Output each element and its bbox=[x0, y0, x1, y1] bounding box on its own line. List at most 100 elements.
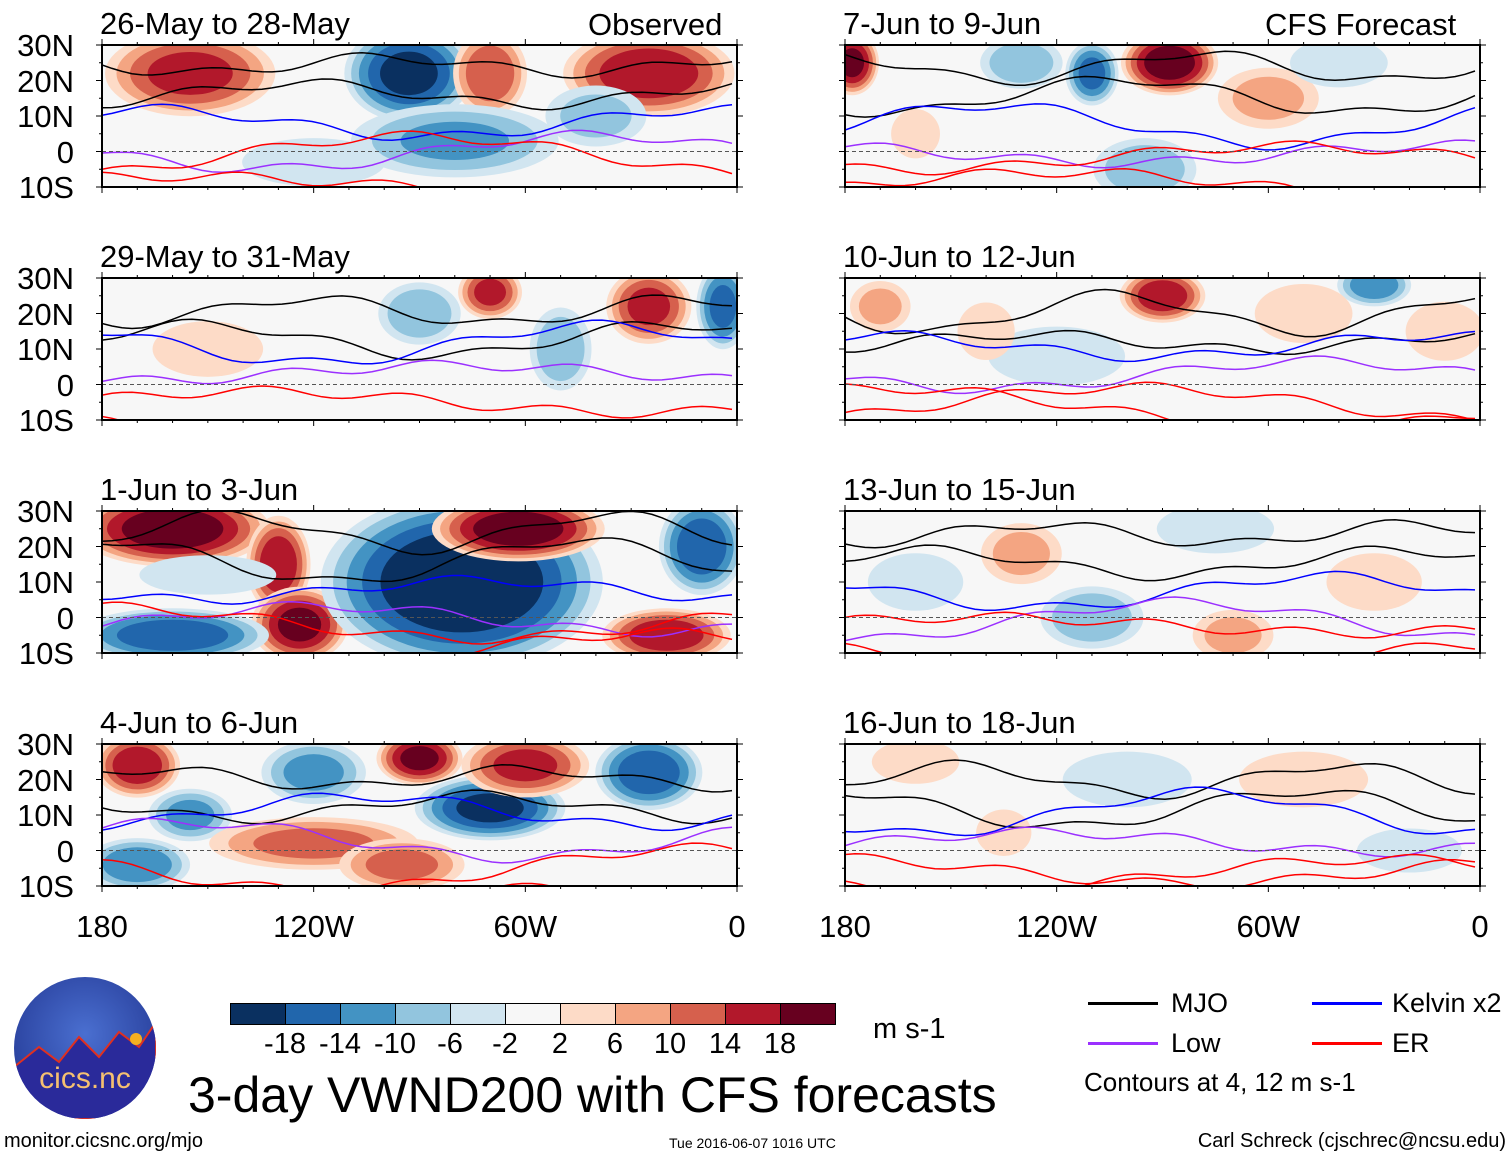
anomaly-blob bbox=[112, 746, 163, 784]
contour-line bbox=[102, 103, 733, 141]
legend-mjo-line bbox=[1088, 1002, 1158, 1005]
contour-line bbox=[102, 792, 733, 832]
panel-title: 29-May to 31-May bbox=[100, 239, 350, 274]
lat-label: 20N bbox=[17, 529, 74, 565]
lat-label: 10S bbox=[18, 636, 74, 671]
colorbar-swatch bbox=[450, 1003, 506, 1025]
colorbar-units: m s-1 bbox=[873, 1013, 946, 1045]
colorbar-tick: -18 bbox=[264, 1028, 306, 1060]
map-panel bbox=[96, 738, 743, 892]
contour-line bbox=[845, 168, 1298, 187]
colorbar-tick: -14 bbox=[319, 1028, 361, 1060]
anomaly-blob bbox=[891, 109, 940, 159]
lat-label: 10S bbox=[18, 170, 74, 205]
panel-title: 10-Jun to 12-Jun bbox=[843, 239, 1076, 274]
panel-title: 1-Jun to 3-Jun bbox=[100, 472, 299, 507]
anomaly-blob bbox=[1254, 283, 1353, 344]
contour-line bbox=[102, 359, 733, 385]
contour-line bbox=[102, 52, 733, 79]
map-panel bbox=[96, 505, 743, 659]
colorbar-swatch bbox=[725, 1003, 781, 1025]
footer-url[interactable]: monitor.cicsnc.org/mjo bbox=[4, 1130, 203, 1152]
lat-label: 0 bbox=[56, 367, 74, 403]
anomaly-blob bbox=[627, 287, 671, 326]
panel-title: 4-Jun to 6-Jun bbox=[100, 705, 299, 740]
anomaly-blob bbox=[116, 619, 229, 651]
contour-line bbox=[845, 596, 1476, 642]
contour-line bbox=[845, 544, 1476, 582]
lat-label: 20N bbox=[17, 762, 74, 798]
anomaly-blob bbox=[400, 121, 510, 160]
footer-credit: Carl Schreck (cjschrec@ncsu.edu) bbox=[1197, 1130, 1506, 1152]
colorbar-tick: 6 bbox=[606, 1028, 624, 1060]
anomaly-blob bbox=[1137, 280, 1188, 312]
colorbar-swatch bbox=[505, 1003, 561, 1025]
anomaly-blob bbox=[1326, 553, 1422, 611]
contour-line bbox=[102, 129, 733, 174]
colorbar-tick: 18 bbox=[763, 1028, 797, 1060]
colorbar-swatch bbox=[230, 1003, 286, 1025]
colorbar-swatch bbox=[670, 1003, 726, 1025]
anomaly-blob bbox=[152, 321, 264, 377]
contour-line bbox=[845, 759, 1476, 800]
contour-line bbox=[845, 853, 1476, 886]
anomaly-blob bbox=[1204, 617, 1262, 653]
contour-line bbox=[102, 78, 733, 111]
lon-label: 0 bbox=[1471, 909, 1489, 944]
lat-label: 10S bbox=[18, 869, 74, 904]
anomaly-blob bbox=[102, 847, 172, 883]
footer-timestamp: Tue 2016-06-07 1016 UTC bbox=[669, 1135, 836, 1151]
colorbar-swatch bbox=[285, 1003, 341, 1025]
contour-line bbox=[102, 318, 733, 361]
contour-line bbox=[845, 826, 1476, 858]
anomaly-blob bbox=[400, 746, 439, 771]
contour-line bbox=[102, 764, 733, 793]
lat-label: 10N bbox=[17, 99, 74, 134]
contour-line bbox=[102, 319, 733, 365]
contour-line bbox=[102, 817, 733, 864]
anomaly-blob bbox=[599, 48, 699, 99]
observed-header: Observed bbox=[588, 7, 723, 42]
anomaly-blob bbox=[474, 278, 507, 306]
contour-line bbox=[845, 611, 1476, 639]
contour-line bbox=[845, 288, 1476, 338]
colorbar-swatch bbox=[780, 1003, 836, 1025]
anomaly-blob bbox=[1290, 45, 1388, 88]
contour-line bbox=[845, 570, 1476, 611]
lon-label: 60W bbox=[1236, 909, 1301, 944]
forecast-header: CFS Forecast bbox=[1265, 7, 1457, 42]
anomaly-blob bbox=[871, 744, 960, 784]
contour-line bbox=[845, 139, 1476, 169]
anomaly-blob bbox=[387, 289, 452, 338]
anomaly-blob bbox=[121, 511, 224, 549]
map-panel bbox=[96, 272, 743, 426]
logo-text: cics.nc bbox=[39, 1062, 131, 1095]
contour-line bbox=[845, 383, 1476, 420]
lat-label: 10N bbox=[17, 798, 74, 833]
map-panel bbox=[839, 272, 1486, 426]
anomaly-blob bbox=[988, 326, 1126, 386]
lat-label: 0 bbox=[56, 833, 74, 869]
lat-label: 0 bbox=[56, 134, 74, 170]
contour-line bbox=[845, 140, 1476, 176]
contour-line bbox=[102, 385, 733, 419]
colorbar-tick: 14 bbox=[708, 1028, 742, 1060]
colorbar-tick: 2 bbox=[551, 1028, 569, 1060]
anomaly-blob bbox=[858, 288, 902, 325]
anomaly-blob bbox=[1356, 828, 1462, 873]
legend-low-line bbox=[1088, 1042, 1158, 1045]
contour-line bbox=[845, 786, 1476, 837]
legend-kelvin-line bbox=[1312, 1002, 1382, 1005]
anomaly-blob bbox=[242, 138, 386, 187]
legend-kelvin: Kelvin x2 bbox=[1392, 988, 1502, 1018]
lat-label: 20N bbox=[17, 296, 74, 332]
contour-line bbox=[845, 853, 1476, 886]
anomaly-blob bbox=[976, 809, 1032, 856]
anomaly-blob bbox=[1232, 76, 1305, 120]
map-panel bbox=[96, 39, 743, 193]
anomaly-blob bbox=[709, 284, 737, 328]
lat-label: 10N bbox=[17, 332, 74, 367]
cics-logo: cics.nc bbox=[14, 977, 156, 1119]
contour-line bbox=[845, 75, 1476, 118]
lon-label: 120W bbox=[1016, 909, 1098, 944]
